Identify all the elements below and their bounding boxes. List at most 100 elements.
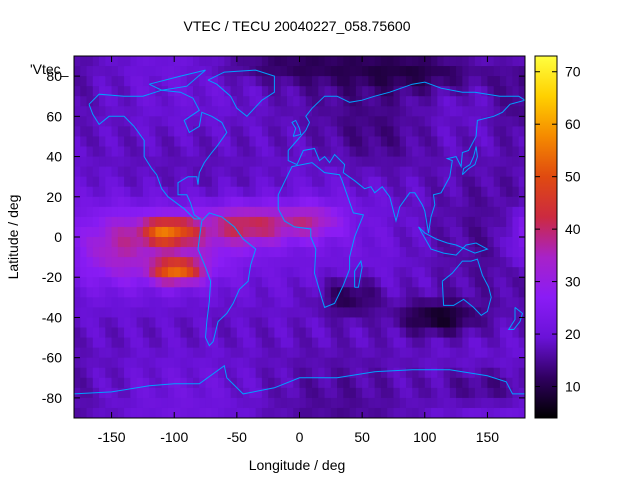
heatmap-cell — [186, 407, 194, 418]
heatmap-cell — [399, 166, 407, 178]
heatmap-cell — [312, 347, 319, 359]
heatmap-cell — [155, 347, 163, 359]
heatmap-cell — [199, 357, 207, 369]
heatmap-cell — [236, 86, 244, 97]
heatmap-cell — [293, 136, 301, 148]
heatmap-cell — [230, 317, 238, 329]
heatmap-cell — [318, 76, 326, 87]
heatmap-cell — [355, 96, 363, 107]
heatmap-cell — [412, 377, 420, 389]
heatmap-cell — [249, 377, 257, 389]
heatmap-cell — [474, 317, 482, 329]
heatmap-cell — [512, 196, 520, 208]
heatmap-cell — [312, 86, 319, 97]
heatmap-cell — [193, 327, 200, 339]
heatmap-cell — [80, 277, 88, 288]
heatmap-cell — [431, 216, 438, 228]
heatmap-cell — [424, 407, 432, 418]
heatmap-cell — [193, 116, 200, 127]
coastline-japan — [461, 146, 478, 176]
coastline-britain — [291, 119, 302, 137]
heatmap-cell — [161, 216, 169, 228]
heatmap-cell — [405, 66, 413, 77]
heatmap-cell — [124, 287, 131, 298]
heatmap-cell — [261, 357, 269, 369]
heatmap-cell — [512, 267, 520, 278]
heatmap-cell — [193, 126, 200, 138]
heatmap-cell — [449, 317, 457, 329]
heatmap-cell — [193, 307, 200, 319]
heatmap-cell — [124, 327, 131, 339]
heatmap-cell — [468, 206, 476, 218]
heatmap-cell — [211, 347, 219, 359]
heatmap-cell — [174, 206, 182, 218]
heatmap-cell — [280, 247, 288, 258]
heatmap-cell — [462, 367, 470, 379]
heatmap-cell — [236, 257, 244, 268]
heatmap-cell — [230, 277, 238, 288]
heatmap-cell — [374, 297, 382, 308]
heatmap-cell — [412, 247, 420, 258]
heatmap-cell — [468, 186, 476, 198]
heatmap-cell — [117, 267, 125, 278]
heatmap-cell — [136, 86, 144, 97]
heatmap-cell — [299, 397, 307, 409]
heatmap-cell — [337, 206, 344, 218]
heatmap-cell — [468, 267, 476, 278]
heatmap-cell — [512, 86, 520, 97]
heatmap-cell — [368, 66, 376, 77]
heatmap-cell — [193, 216, 200, 228]
heatmap-cell — [186, 86, 194, 97]
heatmap-cell — [161, 136, 169, 148]
heatmap-cell — [249, 216, 257, 228]
heatmap-cell — [155, 277, 163, 288]
heatmap-cell — [487, 176, 495, 188]
heatmap-cell — [443, 297, 451, 308]
heatmap-cell — [280, 257, 288, 268]
heatmap-cell — [431, 76, 438, 87]
heatmap-cell — [299, 176, 307, 188]
heatmap-cell — [349, 267, 357, 278]
heatmap-cell — [105, 347, 113, 359]
x-tick-label: 50 — [354, 429, 370, 445]
heatmap-cell — [456, 166, 463, 178]
heatmap-cell — [330, 56, 338, 67]
heatmap-cell — [418, 237, 426, 248]
heatmap-cell — [431, 307, 438, 319]
heatmap-cell — [493, 287, 501, 298]
heatmap-cell — [499, 237, 507, 248]
heatmap-cell — [324, 237, 332, 248]
heatmap-cell — [236, 196, 244, 208]
heatmap-cell — [205, 76, 213, 87]
heatmap-cell — [99, 136, 106, 148]
heatmap-cell — [330, 126, 338, 138]
heatmap-cell — [136, 66, 144, 77]
heatmap-cell — [155, 226, 163, 238]
heatmap-cell — [211, 397, 219, 409]
heatmap-cell — [74, 407, 81, 418]
heatmap-cell — [299, 226, 307, 238]
heatmap-cell — [142, 196, 150, 208]
heatmap-cell — [218, 56, 225, 67]
heatmap-cell — [80, 297, 88, 308]
heatmap-cell — [405, 407, 413, 418]
x-tick-label: -100 — [160, 429, 188, 445]
heatmap-cell — [380, 126, 388, 138]
heatmap-cell — [462, 357, 470, 369]
heatmap-cell — [337, 136, 344, 148]
heatmap-cell — [249, 317, 257, 329]
heatmap-cell — [74, 106, 81, 117]
heatmap-cell — [111, 196, 119, 208]
heatmap-cell — [280, 377, 288, 389]
heatmap-cell — [236, 247, 244, 258]
heatmap-cell — [130, 257, 138, 268]
heatmap-cell — [193, 96, 200, 107]
heatmap-cell — [443, 237, 451, 248]
heatmap-cell — [456, 397, 463, 409]
heatmap-cell — [174, 267, 182, 278]
heatmap-cell — [218, 367, 225, 379]
heatmap-cell — [449, 96, 457, 107]
heatmap-cell — [468, 317, 476, 329]
heatmap-cell — [205, 327, 213, 339]
heatmap-cell — [499, 267, 507, 278]
